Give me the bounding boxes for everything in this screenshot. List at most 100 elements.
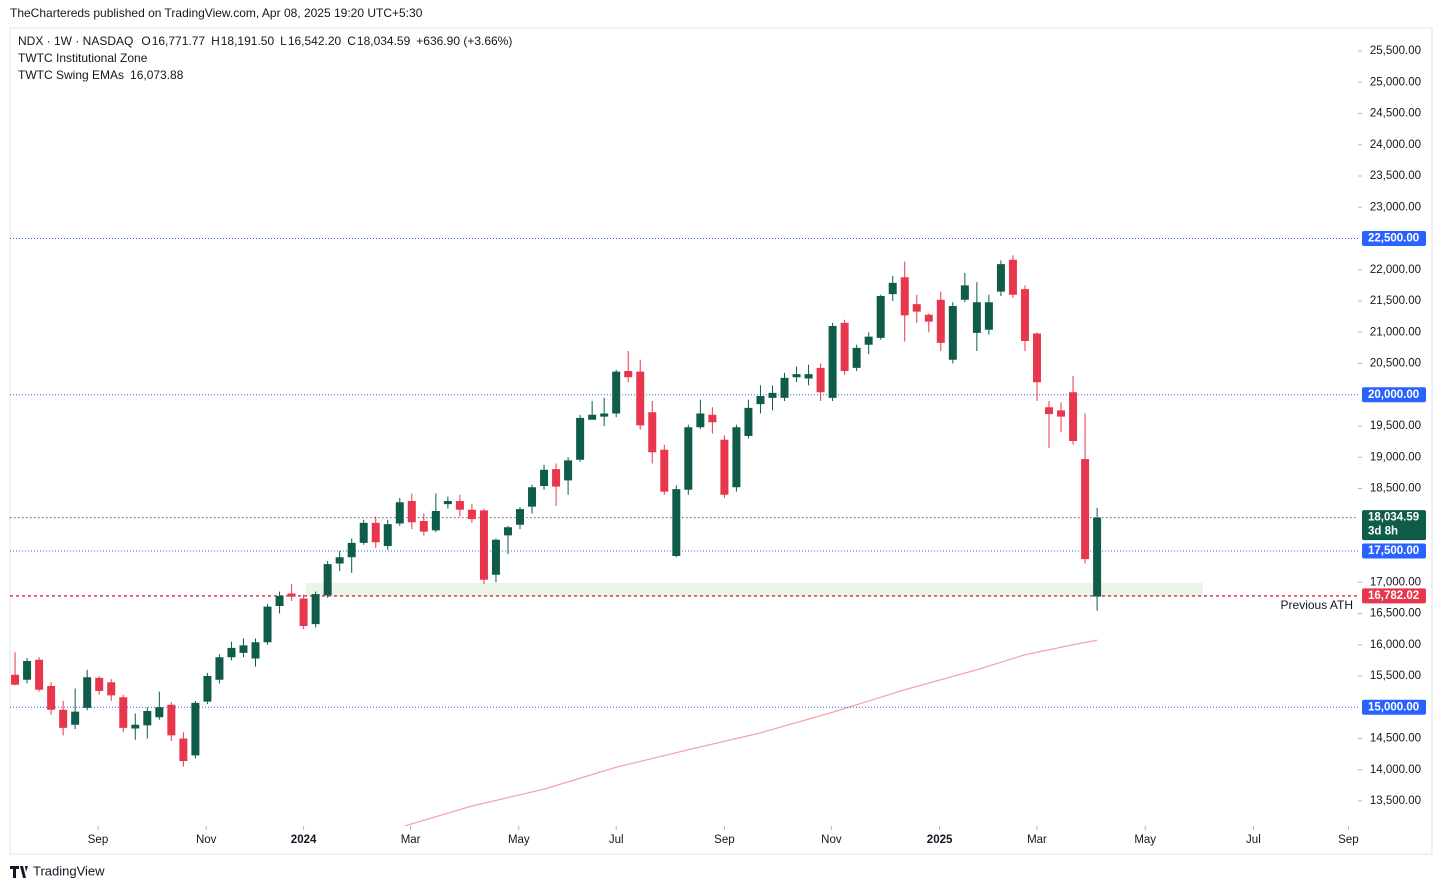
ohlc-key: O (141, 34, 150, 48)
x-tick-label: May (508, 834, 530, 846)
candle-body (179, 738, 188, 761)
y-tick-label: 24,500.00 (1370, 108, 1421, 120)
candle-body (672, 489, 681, 556)
y-tick-label: 24,000.00 (1370, 139, 1421, 151)
candle-body (720, 439, 729, 495)
x-tick-label: Mar (1027, 834, 1047, 846)
candle-body (407, 501, 416, 523)
candle-body (972, 302, 981, 333)
candle-body (552, 469, 561, 487)
level-label: 16,782.02 (1368, 590, 1419, 602)
candle-body (924, 314, 933, 322)
x-tick-label: Jul (609, 834, 624, 846)
candle-body (143, 711, 152, 726)
y-tick-label: 19,500.00 (1370, 420, 1421, 432)
y-tick-label: 14,000.00 (1370, 764, 1421, 776)
level-label: 15,000.00 (1368, 701, 1419, 713)
candle-body (864, 336, 873, 345)
y-tick-label: 15,500.00 (1370, 670, 1421, 682)
candle-body (47, 686, 56, 710)
footer-text: TradingView (33, 863, 105, 878)
candle-body (491, 539, 500, 575)
candle-body (624, 371, 633, 378)
candle-body (479, 510, 488, 580)
candle-body (540, 469, 549, 486)
x-tick-label: Sep (88, 834, 108, 846)
ohlc-value: 16,771.77 (152, 34, 206, 48)
candle-body (1020, 289, 1029, 341)
level-label: 22,500.00 (1368, 233, 1419, 245)
x-tick-label: May (1134, 834, 1156, 846)
candle-body (948, 306, 957, 360)
candle-body (936, 299, 945, 343)
candle-body (876, 296, 885, 338)
y-tick-label: 13,500.00 (1370, 795, 1421, 807)
candle-body (804, 374, 813, 379)
y-tick-label: 16,500.00 (1370, 608, 1421, 620)
candle-body (131, 724, 140, 729)
level-label: 17,500.00 (1368, 545, 1419, 557)
candle-body (335, 557, 344, 564)
candle-body (311, 594, 320, 625)
candle-body (588, 414, 597, 420)
candle-body (600, 413, 609, 417)
candle-body (323, 564, 332, 596)
legend-symbol: NDX · 1W · NASDAQ (18, 34, 133, 48)
ohlc-key: L (280, 34, 287, 48)
candle-body (359, 522, 368, 543)
candle-body (912, 304, 921, 312)
level-sublabel: 3d 8h (1368, 526, 1398, 538)
x-tick-label: Sep (714, 834, 734, 846)
candle-body (708, 414, 717, 423)
ohlc-key: H (211, 34, 220, 48)
candle-body (35, 659, 44, 690)
y-tick-label: 19,000.00 (1370, 451, 1421, 463)
candle-body (612, 371, 621, 414)
level-label-box (1362, 387, 1426, 403)
x-tick-label: Sep (1338, 834, 1358, 846)
candle-body (792, 374, 801, 378)
y-tick-label: 21,500.00 (1370, 295, 1421, 307)
candle-body (275, 596, 284, 606)
candle-body (732, 427, 741, 488)
ohlc-key: C (347, 34, 356, 48)
level-label-box (1362, 231, 1426, 246)
x-tick-label: Mar (401, 834, 421, 846)
y-tick-label: 16,000.00 (1370, 639, 1421, 651)
y-tick-label: 21,000.00 (1370, 326, 1421, 338)
candle-body (744, 407, 753, 436)
candle-body (431, 511, 440, 531)
x-tick-label: 2025 (927, 834, 953, 846)
candle-body (756, 396, 765, 405)
ohlc-value: 16,542.20 (288, 34, 342, 48)
candle-body (696, 413, 705, 428)
overlay: NDX · 1W · NASDAQ O 16,771.77 H 18,191.50 L 16… (18, 34, 1426, 846)
candle-body (996, 264, 1005, 292)
candle-body (455, 501, 464, 510)
candle-body (888, 282, 897, 295)
candle-body (852, 347, 861, 368)
candle-body (203, 676, 212, 702)
plot-area (10, 238, 1358, 826)
indicator-value: 16,073.88 (130, 68, 184, 82)
candle-body (167, 704, 176, 736)
institutional-zone (306, 583, 1203, 597)
candle-body (11, 674, 20, 685)
x-tick-label: Jul (1246, 834, 1261, 846)
candle-body (83, 677, 92, 708)
candle-body (648, 412, 657, 453)
y-tick-label: 17,000.00 (1370, 576, 1421, 588)
candle-body (251, 642, 260, 659)
indicator-name: TWTC Institutional Zone (18, 51, 148, 65)
candle-body (528, 487, 537, 507)
level-label: 20,000.00 (1368, 389, 1419, 401)
candle-body (1008, 259, 1017, 295)
candle-body (636, 371, 645, 426)
candle-body (660, 449, 669, 492)
candle-body (816, 367, 825, 393)
candle-body (467, 509, 476, 520)
candle-body (23, 661, 32, 680)
candle-body (768, 392, 777, 398)
level-label-box (1362, 588, 1426, 604)
